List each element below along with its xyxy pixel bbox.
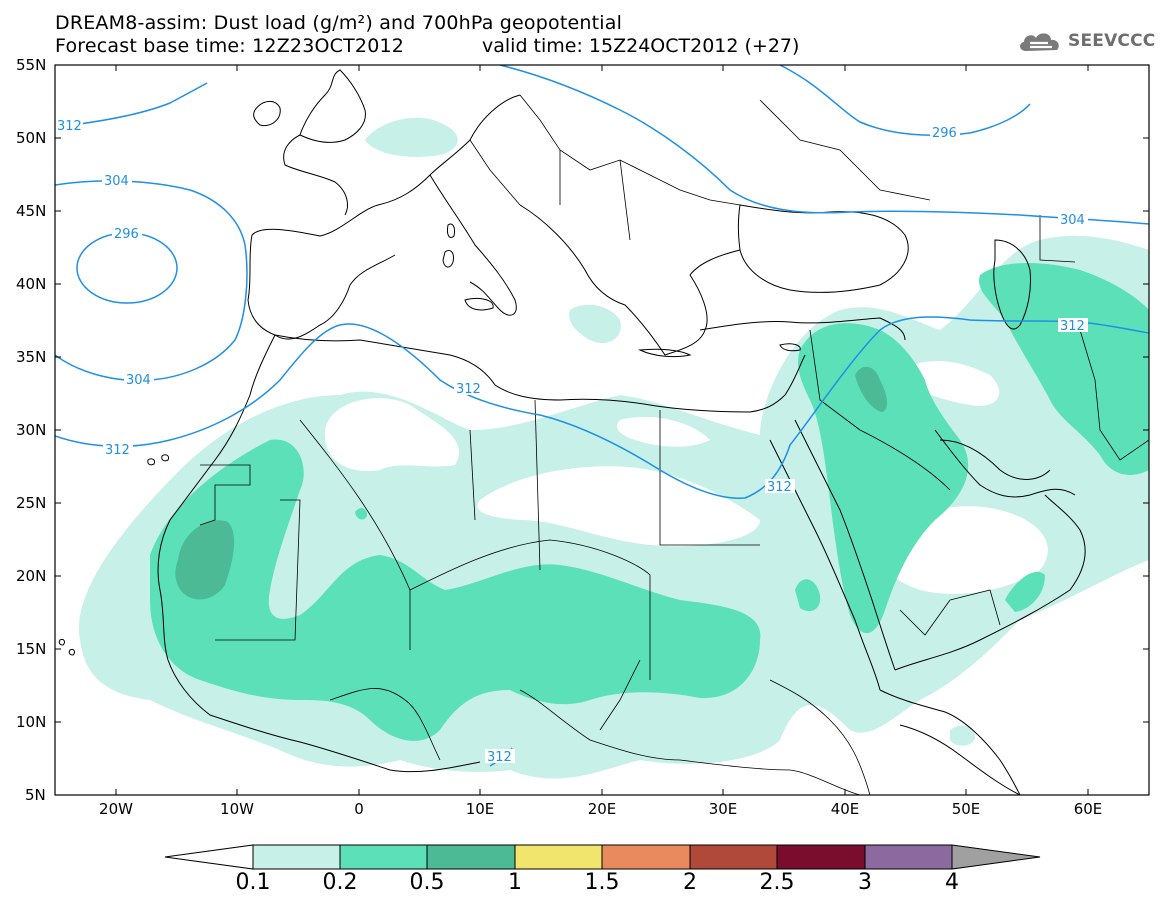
seevccc-logo: SEEVCCC: [1016, 26, 1155, 56]
colorbar-arrow-left: [164, 844, 254, 870]
lat-label: 35N: [16, 348, 47, 366]
contour-label: 312: [767, 480, 792, 495]
contour-label: 312: [456, 382, 481, 397]
lon-label: 60E: [1073, 800, 1103, 818]
contour-label: 304: [1060, 213, 1085, 228]
valid-time: valid time: 15Z24OCT2012 (+27): [482, 35, 800, 57]
colorbar-label: 3: [858, 870, 872, 895]
contour-label: 312: [57, 119, 82, 134]
lat-label: 30N: [16, 421, 47, 439]
colorbar-label: 0.2: [322, 870, 358, 895]
contour-label: 304: [126, 373, 151, 388]
colorbar: [164, 844, 1041, 870]
lat-label: 45N: [16, 202, 47, 220]
contour-label: 304: [104, 174, 129, 189]
contour-label: 312: [487, 750, 512, 765]
contour-label: 296: [114, 227, 139, 242]
contour-label: 296: [932, 126, 957, 141]
lon-label: 50E: [951, 800, 981, 818]
lat-label: 25N: [16, 494, 47, 512]
colorbar-label: 1: [508, 870, 522, 895]
colorbar-label: 2: [683, 870, 697, 895]
cloud-icon: [1020, 33, 1059, 51]
colorbar-label: 0.5: [409, 870, 445, 895]
lon-label: 40E: [830, 800, 860, 818]
colorbar-swatch: [252, 844, 341, 870]
colorbar-label: 1.5: [584, 870, 620, 895]
lon-label: 20E: [587, 800, 617, 818]
contour-labels: 312 304 296 304 312 312 312 296 304 312 …: [55, 118, 1088, 765]
colorbar-label: 4: [945, 870, 959, 895]
lat-label: 50N: [16, 129, 47, 147]
lat-label: 40N: [16, 275, 47, 293]
lon-label: 0: [354, 800, 364, 818]
lon-label: 10E: [465, 800, 495, 818]
dust-field-high: [175, 366, 888, 600]
logo-text: SEEVCCC: [1068, 31, 1156, 51]
colorbar-arrow-right: [951, 844, 1041, 870]
colorbar-label: 2.5: [759, 870, 795, 895]
colorbar-swatch: [514, 844, 603, 870]
lat-label: 15N: [16, 640, 47, 658]
forecast-base-time: Forecast base time: 12Z23OCT2012: [55, 35, 405, 57]
dust-field-mid: [150, 263, 1149, 741]
colorbar-swatch: [776, 844, 866, 870]
colorbar-swatch: [339, 844, 428, 870]
colorbar-label: 0.1: [235, 870, 271, 895]
contour-label: 312: [105, 443, 130, 458]
axis-ticks: [55, 64, 1149, 795]
colorbar-swatch: [601, 844, 691, 870]
colorbar-swatch: [864, 844, 953, 870]
lat-label: 55N: [16, 56, 47, 74]
colorbar-swatch: [689, 844, 778, 870]
lat-label: 10N: [16, 713, 47, 731]
map-title: DREAM8-assim: Dust load (g/m²) and 700hP…: [55, 12, 623, 34]
lon-label: 20W: [99, 800, 133, 818]
lat-label: 5N: [25, 786, 46, 804]
colorbar-swatch: [426, 844, 516, 870]
geopotential-contours: [55, 65, 1149, 767]
lon-label: 30E: [708, 800, 738, 818]
lat-label: 20N: [16, 567, 47, 585]
lon-label: 10W: [220, 800, 254, 818]
contour-label: 312: [1060, 319, 1085, 334]
